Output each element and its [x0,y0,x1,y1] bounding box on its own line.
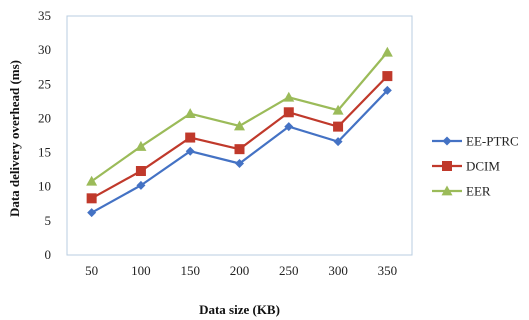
legend-label: DCIM [466,159,500,174]
legend-label: EE-PTRC [466,134,519,149]
x-tick-label: 300 [328,263,348,278]
y-tick-label: 25 [38,76,51,91]
x-tick-label: 350 [378,263,398,278]
y-tick-label: 5 [45,213,52,228]
data-point [333,137,343,147]
y-axis-title: Data delivery overhead (ms) [7,60,22,217]
y-axis-ticks: 0 5 10 15 20 25 30 35 [38,8,51,262]
x-tick-label: 250 [279,263,299,278]
series-layer [86,46,393,218]
data-point [333,121,344,132]
legend-marker [441,185,453,196]
legend-marker [442,161,452,171]
data-point [382,71,393,82]
data-point [86,175,98,186]
y-tick-label: 0 [45,247,52,262]
x-tick-label: 200 [230,263,250,278]
x-tick-label: 100 [131,263,151,278]
data-point [86,193,97,204]
data-point [235,158,244,168]
data-point [135,140,147,151]
data-point [381,46,393,57]
legend-item: EER [432,184,491,199]
data-point [382,85,392,95]
data-point [185,146,195,156]
series-eer [86,46,393,186]
y-tick-label: 35 [38,8,51,23]
data-point [185,132,196,143]
legend-item: EE-PTRC [432,134,519,149]
data-point [136,180,146,190]
series-dcim [86,71,393,204]
legend-label: EER [466,184,491,199]
legend: EE-PTRC DCIM EER [432,134,519,199]
y-tick-label: 20 [38,110,51,125]
x-tick-label: 50 [85,263,98,278]
legend-item: DCIM [432,159,500,174]
legend-marker [442,136,452,146]
data-point [135,166,146,177]
x-axis-title: Data size (KB) [199,302,280,317]
data-point [284,122,294,132]
x-tick-label: 150 [180,263,200,278]
x-axis-ticks: 50 100 150 200 250 300 350 [85,263,397,278]
data-point [283,91,295,102]
data-point [234,144,245,155]
series-ee-ptrc [87,85,392,218]
y-tick-label: 15 [38,145,51,160]
y-tick-label: 10 [38,179,51,194]
data-point [234,120,245,131]
plot-area [66,15,413,256]
data-point [87,208,97,218]
data-point [184,108,196,119]
data-point [332,104,344,115]
y-tick-label: 30 [38,42,51,57]
data-point [283,107,294,118]
